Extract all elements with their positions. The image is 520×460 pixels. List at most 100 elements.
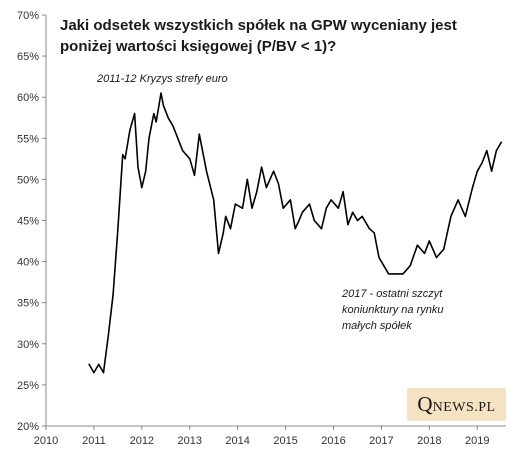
data-point — [486, 150, 488, 152]
x-tick-label: 2016 — [321, 435, 345, 447]
data-point — [205, 170, 208, 172]
x-axis: 2010 2011 2012 2013 2014 2015 2016 2017 2018 2019 — [34, 426, 489, 447]
data-point — [450, 215, 452, 217]
y-tick-label: 40% — [17, 257, 39, 269]
annotation-euro-crisis-text: 2011-12 Kryzys strefy euro — [96, 73, 228, 85]
annotation-2017-line-2: koniunktury na rynku — [342, 304, 444, 316]
data-point — [491, 170, 493, 172]
data-point — [141, 187, 143, 189]
data-point — [213, 199, 215, 201]
y-tick-label: 20% — [17, 421, 39, 433]
x-tick-label: 2010 — [34, 435, 58, 447]
data-point — [225, 215, 227, 217]
data-point — [500, 141, 502, 143]
data-point — [481, 162, 483, 164]
data-point — [241, 207, 244, 209]
data-point — [153, 113, 155, 115]
data-point — [342, 191, 344, 193]
data-point — [193, 174, 196, 176]
data-point — [246, 178, 248, 180]
annotation-2017-peak: 2017 - ostatni szczyt koniunktury na ryn… — [341, 288, 444, 332]
data-point — [476, 170, 478, 172]
data-point — [301, 211, 303, 213]
data-point — [337, 207, 339, 209]
data-point — [189, 158, 191, 160]
data-point — [289, 199, 291, 201]
data-point — [93, 372, 95, 374]
x-tick-label: 2011 — [82, 435, 106, 447]
data-point — [464, 215, 466, 217]
data-point — [160, 92, 162, 94]
x-tick-label: 2012 — [130, 435, 154, 447]
x-tick-label: 2015 — [273, 435, 297, 447]
data-point — [388, 273, 390, 275]
chart-title-line-1: Jaki odsetek wszystkich spółek na GPW wy… — [60, 17, 457, 34]
series-group — [88, 92, 503, 374]
data-point — [313, 219, 315, 222]
data-point — [167, 117, 169, 119]
data-point — [256, 191, 258, 193]
data-point — [457, 199, 459, 201]
data-point — [261, 166, 263, 168]
data-point — [251, 207, 253, 209]
data-point — [273, 170, 275, 172]
data-point — [222, 232, 224, 234]
data-point — [352, 211, 354, 213]
qnews-logo: QNEWS.PL — [407, 388, 506, 421]
data-point — [308, 203, 311, 205]
data-point — [177, 137, 179, 139]
data-point — [320, 228, 323, 230]
data-point — [217, 252, 220, 254]
data-point — [416, 244, 418, 246]
data-point — [145, 170, 147, 172]
data-point — [282, 207, 284, 209]
y-tick-label: 70% — [17, 10, 39, 22]
data-point — [229, 228, 232, 230]
y-tick-label: 25% — [17, 380, 39, 392]
data-point — [112, 293, 114, 296]
y-tick-label: 30% — [17, 339, 39, 351]
data-point — [88, 363, 90, 365]
data-point — [134, 113, 136, 115]
data-point — [378, 256, 380, 259]
data-point — [137, 166, 139, 168]
data-point — [495, 150, 497, 152]
data-point — [443, 248, 445, 250]
data-point — [155, 121, 157, 123]
y-tick-label: 50% — [17, 174, 39, 186]
data-point — [107, 335, 109, 337]
axes-lines — [45, 15, 506, 427]
data-point — [98, 363, 100, 365]
logo-q-letter: Q — [417, 392, 433, 416]
data-point — [102, 372, 105, 374]
data-point — [117, 228, 119, 230]
data-point — [347, 224, 349, 226]
data-point — [172, 125, 174, 127]
y-tick-label: 65% — [17, 51, 39, 63]
data-point — [182, 150, 184, 152]
x-tick-label: 2013 — [178, 435, 202, 447]
data-point — [325, 207, 327, 209]
y-tick-label: 55% — [17, 133, 39, 145]
y-axis: 20% 25% 30% 35% 40% 45% 50% 55% 60% 65% 70% — [17, 10, 46, 433]
chart-title-line-2: poniżej wartości księgowej (P/BV < 1)? — [60, 38, 336, 55]
data-point — [409, 265, 411, 267]
data-point — [129, 129, 131, 131]
y-tick-label: 45% — [17, 216, 39, 228]
data-point — [148, 137, 150, 139]
data-point — [423, 252, 426, 254]
data-point — [395, 273, 397, 275]
data-point — [294, 228, 296, 230]
series-line-1 — [88, 92, 503, 374]
annotation-2017-line-1: 2017 - ostatni szczyt — [341, 288, 443, 300]
data-point — [471, 187, 474, 189]
data-point — [383, 265, 385, 267]
data-point — [234, 203, 236, 205]
y-tick-label: 35% — [17, 298, 39, 310]
data-point — [373, 232, 375, 234]
x-tick-label: 2017 — [369, 435, 393, 447]
data-point — [298, 219, 300, 222]
data-point — [356, 219, 359, 222]
data-point — [198, 133, 200, 135]
